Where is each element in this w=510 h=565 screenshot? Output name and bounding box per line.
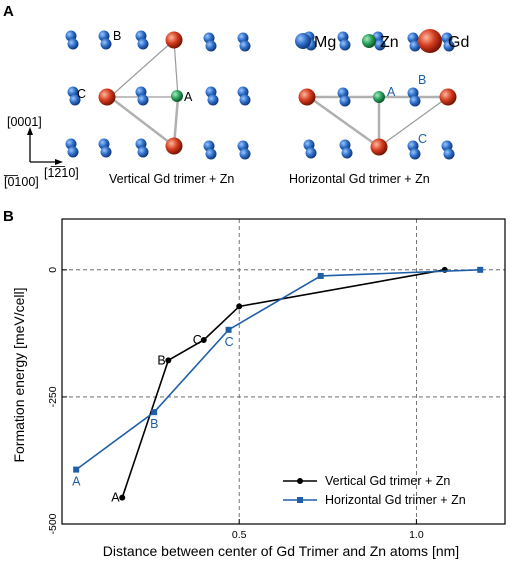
gd-atom [370, 138, 388, 156]
point-label: A [72, 475, 81, 489]
mg-legend-icon [295, 33, 311, 49]
formation-energy-plot: 0.5 1.0 0 -250 -500 A B C A B C Vertical Gd trime… [47, 218, 506, 541]
zn-atom [373, 91, 385, 103]
axis-ticks: 0.5 1.0 0 -250 -500 [47, 267, 424, 541]
crystal-axes: [0001] [1̅2̅10] [̅0̅100] [3, 115, 78, 189]
y-tick-label: 0 [47, 267, 59, 273]
y-tick-label: -500 [47, 513, 59, 534]
series-layer [73, 266, 484, 501]
mg-atom-pair [137, 38, 149, 50]
left-structure-caption: Vertical Gd trimer + Zn [109, 172, 234, 186]
mg-atom-pair [205, 40, 217, 52]
legend-label: Vertical Gd trimer + Zn [325, 474, 450, 488]
plot-legend: Vertical Gd trimer + Zn Horizontal Gd tri… [283, 474, 466, 507]
zn-legend-label: Zn [380, 34, 399, 51]
axis-1-210-label: [1̅2̅10] [44, 166, 79, 180]
mg-atom-pair [207, 94, 219, 106]
mg-atom-pair [374, 39, 386, 51]
data-point [200, 336, 207, 343]
point-label: C [225, 335, 234, 349]
data-point [225, 326, 232, 333]
data-point [165, 357, 172, 364]
point-label: C [193, 333, 202, 347]
gd-atom [98, 88, 116, 106]
axis-origin-label: [̅0̅100] [3, 175, 38, 189]
mg-atom-pair [239, 40, 251, 52]
mg-atom-pair [239, 148, 251, 160]
arrow-right-icon [55, 159, 63, 165]
mg-atom-pair [341, 147, 353, 159]
mg-atom-pair [443, 40, 455, 52]
plot-grid [62, 219, 505, 524]
x-tick-label: 0.5 [232, 529, 247, 541]
left-site-b-label: B [113, 29, 121, 43]
panel-b-letter: B [3, 208, 14, 225]
point-label: B [157, 353, 165, 367]
series-line-vertical [121, 269, 445, 498]
mg-atom-pair [409, 40, 421, 52]
right-site-b-label: B [418, 73, 426, 87]
gd-legend-label: Gd [448, 34, 469, 51]
mg-atom-pair [443, 148, 455, 160]
data-point [477, 266, 484, 273]
x-tick-label: 1.0 [409, 529, 424, 541]
vertical-trimer-structure [65, 30, 251, 160]
right-site-a-label: A [387, 85, 396, 99]
data-point [73, 466, 80, 473]
panel-a-letter: A [3, 3, 14, 20]
arrow-up-icon [27, 127, 33, 135]
gd-atom [439, 88, 457, 106]
mg-atom-pair [67, 38, 79, 50]
data-point [317, 272, 324, 279]
zn-legend-icon [362, 34, 376, 48]
left-site-c-label: C [77, 87, 86, 101]
point-label: A [111, 491, 120, 505]
mg-atom-pair [100, 38, 112, 50]
data-point [236, 303, 243, 310]
left-site-a-label: A [184, 90, 193, 104]
plot-frame [61, 218, 506, 525]
mg-legend-label: Mg [314, 34, 336, 51]
mg-atom-pair [137, 94, 149, 106]
mg-atom-pair [205, 148, 217, 160]
data-point [119, 494, 126, 501]
gd-atom [298, 88, 316, 106]
mg-atom-pair [137, 146, 149, 158]
legend-label: Horizontal Gd trimer + Zn [325, 493, 466, 507]
mg-atom-pair [100, 146, 112, 158]
mg-atom-pair [239, 94, 251, 106]
mg-atom-pair [305, 147, 317, 159]
mg-atom-pair [339, 39, 351, 51]
mg-atom-pair [339, 95, 351, 107]
x-axis-title: Distance between center of Gd Trimer and… [103, 543, 459, 559]
mg-atom-pair [67, 146, 79, 158]
mg-atom-pair [409, 95, 421, 107]
atom-legend: Mg Zn Gd [295, 29, 469, 53]
gd-atom [165, 137, 183, 155]
legend-marker [297, 497, 303, 503]
point-labels: A B C A B C [72, 333, 233, 505]
right-site-c-label: C [418, 132, 427, 146]
gd-legend-icon [418, 29, 442, 53]
y-axis-title: Formation energy [meV/cell] [11, 287, 27, 462]
point-label: B [150, 417, 158, 431]
zn-atom [171, 90, 183, 102]
axis-0001-label: [0001] [7, 115, 42, 129]
legend-marker [297, 478, 303, 484]
mg-atom-pair [409, 148, 421, 160]
gd-atom [165, 31, 183, 49]
right-structure-caption: Horizontal Gd trimer + Zn [289, 172, 430, 186]
data-point [151, 409, 158, 416]
mg-atom-pair [69, 94, 81, 106]
y-tick-label: -250 [47, 386, 59, 407]
